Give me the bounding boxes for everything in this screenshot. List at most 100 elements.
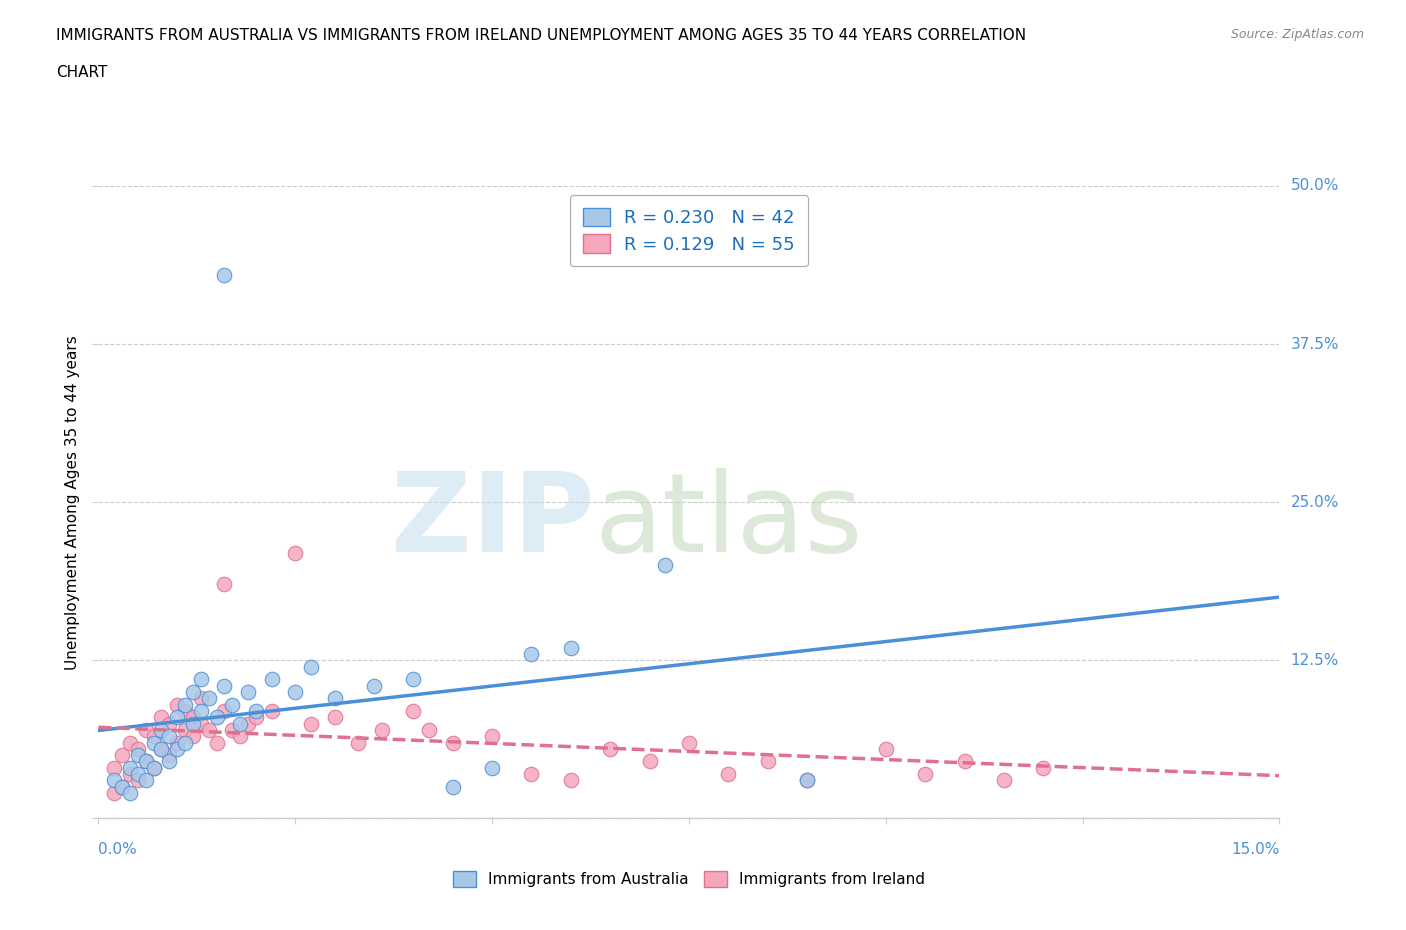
Point xyxy=(221,723,243,737)
Point xyxy=(135,754,157,769)
Point xyxy=(142,761,165,776)
Text: Source: ZipAtlas.com: Source: ZipAtlas.com xyxy=(1230,28,1364,41)
Legend: Immigrants from Australia, Immigrants from Ireland: Immigrants from Australia, Immigrants fr… xyxy=(447,865,931,893)
Text: CHART: CHART xyxy=(56,65,108,80)
Point xyxy=(214,678,236,693)
Point xyxy=(1032,761,1054,776)
Point xyxy=(111,779,134,794)
Point xyxy=(363,678,385,693)
Point xyxy=(875,741,897,756)
Point xyxy=(717,766,740,781)
Y-axis label: Unemployment Among Ages 35 to 44 years: Unemployment Among Ages 35 to 44 years xyxy=(65,335,80,670)
Point xyxy=(323,691,346,706)
Point xyxy=(402,703,425,718)
Point xyxy=(205,710,228,724)
Point xyxy=(197,723,219,737)
Point xyxy=(157,729,180,744)
Point xyxy=(157,716,180,731)
Point xyxy=(520,646,543,661)
Point xyxy=(190,671,212,686)
Point xyxy=(174,723,197,737)
Point xyxy=(520,766,543,781)
Point xyxy=(127,766,149,781)
Point xyxy=(402,671,425,686)
Point xyxy=(560,640,582,655)
Point xyxy=(214,577,236,591)
Point xyxy=(150,741,173,756)
Point xyxy=(166,735,188,750)
Point xyxy=(205,735,228,750)
Text: 25.0%: 25.0% xyxy=(1291,495,1339,510)
Point xyxy=(756,754,779,769)
Point xyxy=(174,735,197,750)
Point xyxy=(229,729,252,744)
Text: 12.5%: 12.5% xyxy=(1291,653,1339,668)
Point xyxy=(481,761,503,776)
Point xyxy=(284,545,307,560)
Point xyxy=(157,748,180,763)
Point xyxy=(236,716,259,731)
Point xyxy=(236,684,259,699)
Point xyxy=(260,703,283,718)
Text: ZIP: ZIP xyxy=(391,468,595,575)
Point xyxy=(441,779,464,794)
Point xyxy=(560,773,582,788)
Point xyxy=(127,773,149,788)
Point xyxy=(142,729,165,744)
Point xyxy=(157,754,180,769)
Point xyxy=(190,691,212,706)
Point xyxy=(103,773,125,788)
Point xyxy=(135,754,157,769)
Point xyxy=(245,710,267,724)
Point xyxy=(111,748,134,763)
Point xyxy=(214,267,236,282)
Point xyxy=(993,773,1015,788)
Point xyxy=(174,698,197,712)
Point xyxy=(214,703,236,718)
Point xyxy=(118,786,141,801)
Point xyxy=(299,659,322,674)
Point xyxy=(181,710,204,724)
Point xyxy=(599,741,621,756)
Point xyxy=(166,741,188,756)
Point xyxy=(190,716,212,731)
Point xyxy=(118,735,141,750)
Point xyxy=(245,703,267,718)
Point xyxy=(953,754,976,769)
Point xyxy=(118,761,141,776)
Point xyxy=(181,716,204,731)
Point xyxy=(190,703,212,718)
Point xyxy=(135,723,157,737)
Point xyxy=(181,729,204,744)
Text: atlas: atlas xyxy=(595,468,863,575)
Point xyxy=(135,773,157,788)
Point xyxy=(150,723,173,737)
Text: IMMIGRANTS FROM AUSTRALIA VS IMMIGRANTS FROM IRELAND UNEMPLOYMENT AMONG AGES 35 : IMMIGRANTS FROM AUSTRALIA VS IMMIGRANTS … xyxy=(56,28,1026,43)
Point xyxy=(221,698,243,712)
Point xyxy=(142,735,165,750)
Point xyxy=(229,716,252,731)
Point xyxy=(150,741,173,756)
Point xyxy=(678,735,700,750)
Point xyxy=(174,703,197,718)
Point xyxy=(284,684,307,699)
Point xyxy=(796,773,818,788)
Point xyxy=(481,729,503,744)
Point xyxy=(127,748,149,763)
Text: 50.0%: 50.0% xyxy=(1291,179,1339,193)
Point xyxy=(323,710,346,724)
Point xyxy=(142,761,165,776)
Point xyxy=(103,786,125,801)
Point xyxy=(111,779,134,794)
Text: 0.0%: 0.0% xyxy=(98,842,138,857)
Point xyxy=(914,766,936,781)
Point xyxy=(654,558,676,573)
Point xyxy=(197,691,219,706)
Point xyxy=(299,716,322,731)
Point xyxy=(347,735,370,750)
Point xyxy=(638,754,661,769)
Point xyxy=(371,723,394,737)
Point xyxy=(166,710,188,724)
Point xyxy=(181,684,204,699)
Point xyxy=(441,735,464,750)
